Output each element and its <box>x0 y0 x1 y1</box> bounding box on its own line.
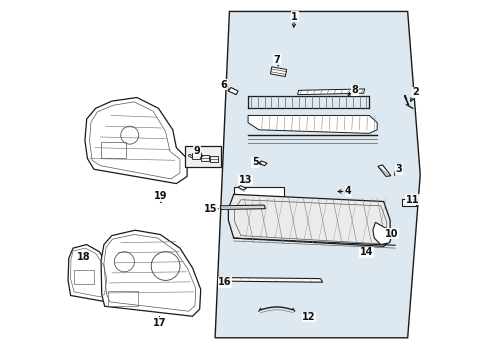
Text: 6: 6 <box>220 80 227 90</box>
Polygon shape <box>377 165 390 176</box>
Text: 3: 3 <box>394 164 401 174</box>
Text: 14: 14 <box>359 247 372 257</box>
Text: 11: 11 <box>405 195 418 205</box>
Polygon shape <box>297 89 364 95</box>
Text: 16: 16 <box>218 277 231 287</box>
Polygon shape <box>270 67 286 77</box>
Bar <box>101 142 126 158</box>
Polygon shape <box>228 194 389 246</box>
Text: 2: 2 <box>412 87 418 97</box>
Text: 13: 13 <box>238 175 252 185</box>
Text: 9: 9 <box>193 146 200 156</box>
Bar <box>107 291 138 306</box>
Bar <box>74 270 94 284</box>
Text: 8: 8 <box>351 85 358 95</box>
Text: 10: 10 <box>384 229 397 239</box>
Polygon shape <box>215 12 419 338</box>
Bar <box>185 146 221 167</box>
Text: 19: 19 <box>154 191 167 201</box>
Bar <box>402 199 415 206</box>
Text: 5: 5 <box>251 157 258 167</box>
Polygon shape <box>372 222 391 244</box>
Text: 12: 12 <box>302 312 315 322</box>
Text: 15: 15 <box>204 204 218 214</box>
Polygon shape <box>220 205 265 210</box>
Polygon shape <box>247 116 376 134</box>
Polygon shape <box>85 98 187 184</box>
Polygon shape <box>68 244 111 301</box>
Polygon shape <box>238 186 246 190</box>
Text: 18: 18 <box>77 252 90 262</box>
Text: 4: 4 <box>345 186 351 197</box>
Polygon shape <box>101 230 201 316</box>
Text: 17: 17 <box>152 318 166 328</box>
Bar <box>233 187 284 234</box>
Text: 7: 7 <box>273 55 280 65</box>
Polygon shape <box>221 278 322 282</box>
Polygon shape <box>228 87 238 95</box>
Polygon shape <box>258 161 266 166</box>
Text: 1: 1 <box>291 12 298 22</box>
